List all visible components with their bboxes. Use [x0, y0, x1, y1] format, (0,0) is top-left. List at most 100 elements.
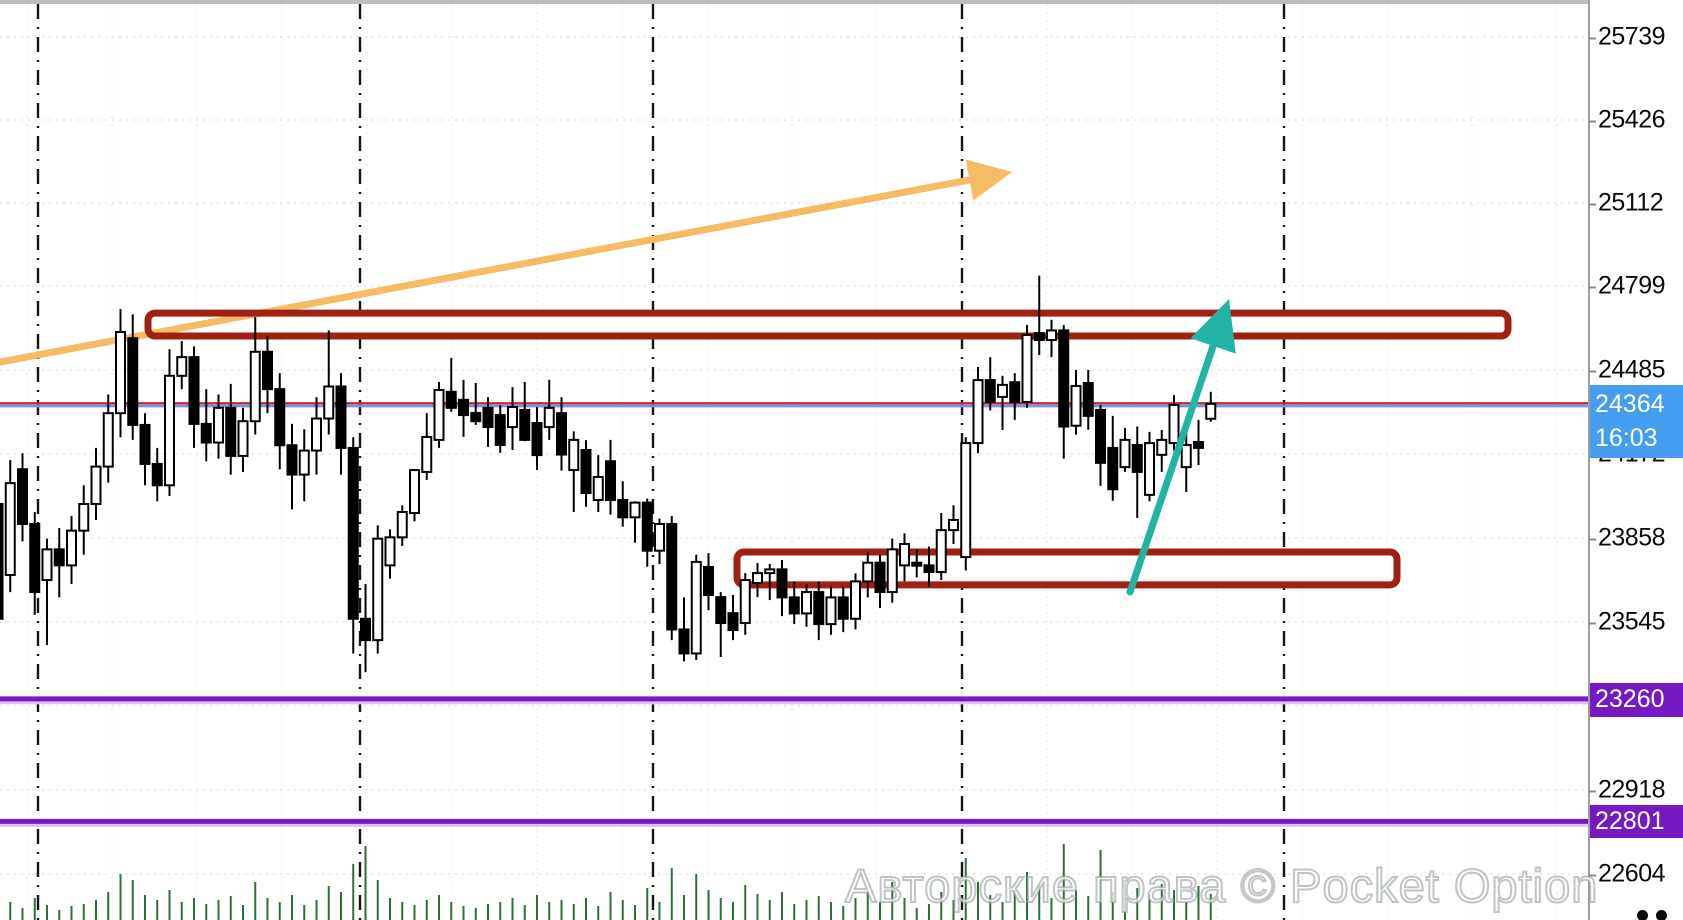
- candle-body-down: [911, 561, 923, 567]
- menu-dot-icon[interactable]: [1656, 910, 1667, 920]
- candle-body-up: [1168, 403, 1180, 445]
- candle-body-up: [298, 449, 310, 476]
- buy-impulse-arrow[interactable]: [1126, 334, 1220, 596]
- candle-body-down: [1058, 329, 1070, 428]
- candle-body-down: [1131, 443, 1143, 473]
- candle-body-up: [997, 383, 1008, 398]
- candle-body-up: [972, 379, 984, 445]
- candle-body-up: [1021, 333, 1033, 403]
- current-time-value: 16:03: [1595, 423, 1658, 452]
- price-tick: 25426: [1588, 105, 1666, 134]
- candle-body-up: [66, 529, 77, 567]
- candle-body-down: [666, 522, 678, 631]
- candle-body-down: [139, 423, 151, 465]
- candle-body-up: [237, 420, 249, 457]
- price-tick: 23858: [1588, 523, 1666, 552]
- price-axis[interactable]: 25739 25426 25112 24799 24485 24172 2385…: [1588, 0, 1683, 920]
- candle-body-up: [1046, 329, 1057, 342]
- candle-body-down: [1009, 381, 1021, 403]
- candle-body-up: [421, 435, 433, 473]
- candle-body-down: [262, 350, 273, 391]
- candle-body-down: [641, 501, 653, 552]
- candle-body-down: [519, 408, 531, 441]
- candle-body-up: [1205, 402, 1217, 420]
- top-divider: [0, 0, 1588, 4]
- candle-body-up: [164, 374, 175, 487]
- candle-body-down: [347, 446, 359, 620]
- uptrend-projection-arrow[interactable]: [0, 175, 981, 366]
- candle-body-down: [923, 564, 935, 574]
- price-tick: 24799: [1588, 271, 1666, 300]
- candle-body-up: [825, 596, 837, 626]
- candle-body-up: [690, 560, 702, 655]
- candle-body-up: [960, 442, 972, 559]
- level-price-badge: 22801: [1590, 805, 1683, 838]
- candle-body-up: [507, 406, 518, 429]
- candle-body-down: [1095, 408, 1106, 464]
- current-price-value: 24364: [1595, 389, 1665, 418]
- candle-body-down: [335, 385, 347, 449]
- candle-body-up: [850, 580, 861, 620]
- candle-body-down: [286, 444, 298, 476]
- price-tick: 24485: [1588, 355, 1666, 384]
- candle-body-up: [899, 543, 910, 567]
- candle-body-up: [213, 406, 224, 444]
- candle-body-up: [41, 548, 53, 582]
- candle-body-up: [409, 469, 420, 515]
- candle-body-up: [592, 475, 604, 501]
- candle-body-down: [151, 462, 163, 487]
- candle-body-down: [984, 379, 996, 403]
- candle-body-down: [29, 522, 41, 594]
- candle-body-up: [249, 350, 261, 423]
- candle-body-up: [176, 356, 188, 377]
- candle-body-up: [102, 412, 114, 468]
- candle-body-up: [935, 529, 947, 574]
- candle-body-up: [4, 482, 16, 576]
- candle-body-down: [678, 628, 690, 655]
- candle-body-up: [543, 406, 555, 429]
- candle-body-down: [1193, 441, 1204, 449]
- candle-body-up: [739, 579, 751, 625]
- candle-body-down: [188, 356, 200, 425]
- menu-dot-icon[interactable]: [1637, 910, 1648, 920]
- candle-body-down: [715, 596, 727, 625]
- candle-body-down: [1107, 446, 1119, 491]
- candle-body-up: [654, 522, 665, 552]
- candle-body-down: [482, 406, 494, 429]
- candle-body-down: [360, 617, 371, 642]
- candle-body-up: [1144, 442, 1155, 496]
- candle-body-down: [813, 591, 825, 626]
- candle-body-up: [1119, 438, 1131, 469]
- candle-body-down: [776, 568, 788, 599]
- candle-body-up: [886, 548, 898, 594]
- candle-body-up: [801, 591, 812, 615]
- candle-body-down: [874, 561, 886, 594]
- candle-body-up: [115, 331, 126, 415]
- candle-body-up: [1156, 438, 1168, 456]
- candle-body-up: [396, 510, 408, 539]
- candle-body-down: [53, 548, 65, 567]
- candle-body-up: [311, 417, 322, 452]
- candle-body-down: [556, 412, 567, 456]
- support-zone-fill: [737, 552, 1397, 585]
- support-zone[interactable]: [733, 548, 1401, 589]
- candle-body-down: [225, 406, 237, 457]
- candle-body-down: [445, 390, 457, 409]
- candle-body-up: [629, 501, 641, 519]
- candle-body-down: [127, 337, 139, 426]
- candle-body-up: [433, 388, 445, 441]
- level-price-value: 22801: [1595, 806, 1665, 835]
- candle-body-down: [727, 612, 739, 631]
- price-tick: 22604: [1588, 859, 1666, 888]
- candle-body-down: [605, 460, 616, 501]
- candle-body-down: [531, 422, 543, 457]
- resistance-zone-fill: [148, 313, 1508, 337]
- candle-body-down: [470, 411, 482, 423]
- buy-impulse-arrow-head[interactable]: [1190, 299, 1236, 354]
- candle-body-up: [1070, 384, 1082, 427]
- resistance-zone[interactable]: [144, 309, 1512, 340]
- uptrend-projection-arrow-head[interactable]: [965, 159, 1012, 201]
- price-tick: 23545: [1588, 607, 1666, 636]
